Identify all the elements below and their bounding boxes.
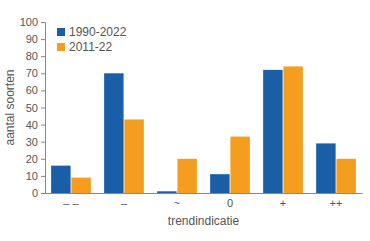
bar [263, 70, 282, 193]
bar [316, 143, 335, 193]
x-tick-label: 0 [227, 197, 233, 209]
y-tick-mark [41, 22, 45, 23]
bar [336, 159, 355, 193]
legend-label: 2011-22 [69, 40, 112, 54]
plot-area: 0102030405060708090100– ––~0+++1990-2022… [20, 16, 363, 209]
x-tick: + [280, 193, 286, 209]
bar [157, 191, 176, 193]
y-tick-mark [41, 142, 45, 143]
y-tick-mark [41, 73, 45, 74]
y-tick: 20 [26, 153, 45, 165]
legend-swatch [57, 43, 65, 51]
y-tick: 0 [32, 187, 45, 199]
y-tick-label: 50 [26, 102, 38, 114]
x-tick-label: – [121, 197, 128, 209]
bar [71, 178, 90, 193]
y-tick-label: 0 [32, 187, 38, 199]
y-tick: 10 [26, 170, 45, 182]
y-tick-label: 20 [26, 153, 38, 165]
y-tick: 50 [26, 102, 45, 114]
y-axis: 0 10 20 30 40 50 60 70 80 90 100 [20, 16, 46, 199]
x-axis: – ––~0+++ [46, 193, 363, 209]
y-tick-label: 40 [26, 119, 38, 131]
y-tick: 90 [26, 33, 45, 45]
y-tick-label: 100 [20, 16, 38, 28]
y-tick-mark [41, 176, 45, 177]
y-tick-label: 10 [26, 170, 38, 182]
y-tick-mark [41, 159, 45, 160]
chart: 0102030405060708090100– ––~0+++1990-2022… [0, 0, 370, 241]
y-tick-label: 80 [26, 50, 38, 62]
x-axis-title: trendindicatie [168, 214, 240, 228]
bar [177, 159, 196, 193]
y-tick-label: 30 [26, 136, 38, 148]
x-tick: ++ [330, 193, 343, 209]
y-tick-label: 60 [26, 84, 38, 96]
y-tick-label: 70 [26, 67, 38, 79]
bar [210, 174, 229, 193]
y-tick: 100 [20, 16, 45, 28]
legend-item: 2011-22 [57, 40, 112, 54]
x-tick: – – [63, 193, 79, 209]
legend-swatch [57, 28, 65, 36]
x-axis-line [46, 193, 363, 194]
x-tick: 0 [227, 193, 233, 209]
x-tick-label: ++ [330, 197, 343, 209]
x-tick-label: ~ [174, 197, 180, 209]
x-tick-label: – – [63, 197, 79, 209]
legend-item: 1990-2022 [57, 25, 127, 39]
bar [51, 166, 70, 193]
y-tick-mark [41, 125, 45, 126]
y-tick: 60 [26, 84, 45, 96]
bars [51, 66, 356, 193]
y-axis-title: aantal soorten [3, 69, 17, 145]
y-tick-mark [41, 56, 45, 57]
y-tick-mark [41, 90, 45, 91]
y-tick-mark [41, 39, 45, 40]
y-tick-mark [41, 193, 45, 194]
bar [230, 137, 249, 193]
y-tick: 30 [26, 136, 45, 148]
legend: 1990-20222011-22 [57, 25, 127, 54]
y-tick-mark [41, 108, 45, 109]
y-axis-line [41, 23, 46, 194]
bar [283, 66, 302, 193]
y-tick: 80 [26, 50, 45, 62]
bar [124, 119, 143, 193]
x-tick: ~ [174, 193, 180, 209]
legend-label: 1990-2022 [69, 25, 127, 39]
x-tick-label: + [280, 197, 286, 209]
y-tick: 40 [26, 119, 45, 131]
y-tick-label: 90 [26, 33, 38, 45]
y-tick: 70 [26, 67, 45, 79]
bar [104, 73, 123, 193]
x-tick: – [121, 193, 128, 209]
